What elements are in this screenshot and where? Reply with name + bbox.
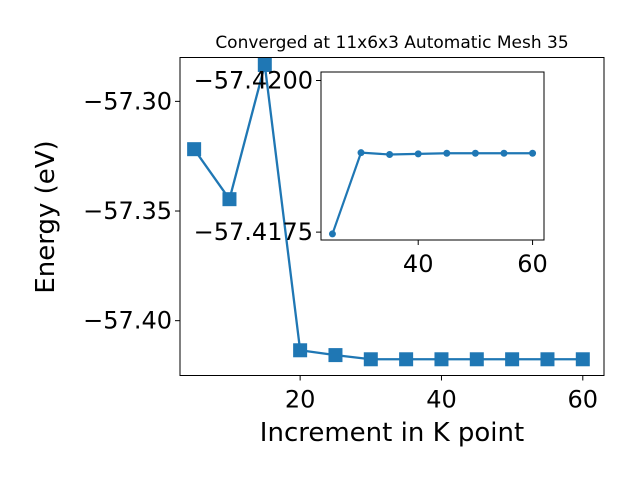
inset-series-line bbox=[331, 151, 533, 235]
inset-background bbox=[321, 72, 544, 240]
inset-data-point bbox=[529, 149, 537, 157]
main-data-point bbox=[293, 343, 308, 358]
inset-x-ticks: 40 60 bbox=[403, 240, 548, 278]
x-axis-label: Increment in K point bbox=[260, 418, 524, 448]
inset-y-tick-label: −57.4175 bbox=[194, 218, 313, 246]
inset-data-point bbox=[328, 230, 336, 238]
main-y-tick-label: −57.30 bbox=[83, 87, 172, 115]
inset-plot-frame bbox=[320, 71, 545, 241]
y-axis-label: Energy (eV) bbox=[31, 140, 61, 293]
main-data-point bbox=[505, 352, 520, 367]
inset-data-point bbox=[357, 149, 365, 157]
main-data-point bbox=[363, 352, 378, 367]
main-y-tick-label: −57.40 bbox=[83, 307, 172, 335]
main-x-ticks: 20 40 60 bbox=[285, 375, 599, 414]
main-data-point bbox=[434, 352, 449, 367]
inset-series bbox=[328, 149, 537, 238]
main-series bbox=[187, 57, 590, 367]
inset-data-point bbox=[443, 149, 451, 157]
main-data-point bbox=[222, 192, 237, 207]
main-data-point bbox=[469, 352, 484, 367]
inset-x-tick-label: 40 bbox=[403, 250, 434, 278]
main-x-tick-label: 40 bbox=[426, 386, 457, 414]
main-y-ticks: −57.30 −57.35 −57.40 bbox=[83, 87, 180, 335]
inset-y-ticks: −57.4200 −57.4175 bbox=[194, 66, 321, 246]
main-data-point bbox=[187, 142, 202, 157]
inset-data-point bbox=[471, 149, 479, 157]
inset-data-point bbox=[500, 149, 508, 157]
main-data-point bbox=[328, 348, 343, 363]
inset-chart: 40 60 −57.4200 −57.4175 bbox=[194, 66, 548, 278]
inset-data-point bbox=[414, 150, 422, 158]
main-x-tick-label: 60 bbox=[568, 386, 599, 414]
main-data-point bbox=[540, 352, 555, 367]
chart-title: Converged at 11x6x3 Automatic Mesh 35 bbox=[215, 33, 568, 53]
main-data-point bbox=[575, 352, 590, 367]
inset-data-point bbox=[386, 150, 394, 158]
main-x-tick-label: 20 bbox=[285, 386, 316, 414]
inset-x-tick-label: 60 bbox=[517, 250, 548, 278]
main-y-tick-label: −57.35 bbox=[83, 197, 172, 225]
main-data-point bbox=[257, 57, 272, 72]
main-data-point bbox=[399, 352, 414, 367]
main-chart: Converged at 11x6x3 Automatic Mesh 35 In… bbox=[31, 33, 605, 448]
main-plot-frame bbox=[179, 57, 605, 376]
inset-y-tick-label: −57.4200 bbox=[194, 66, 313, 94]
